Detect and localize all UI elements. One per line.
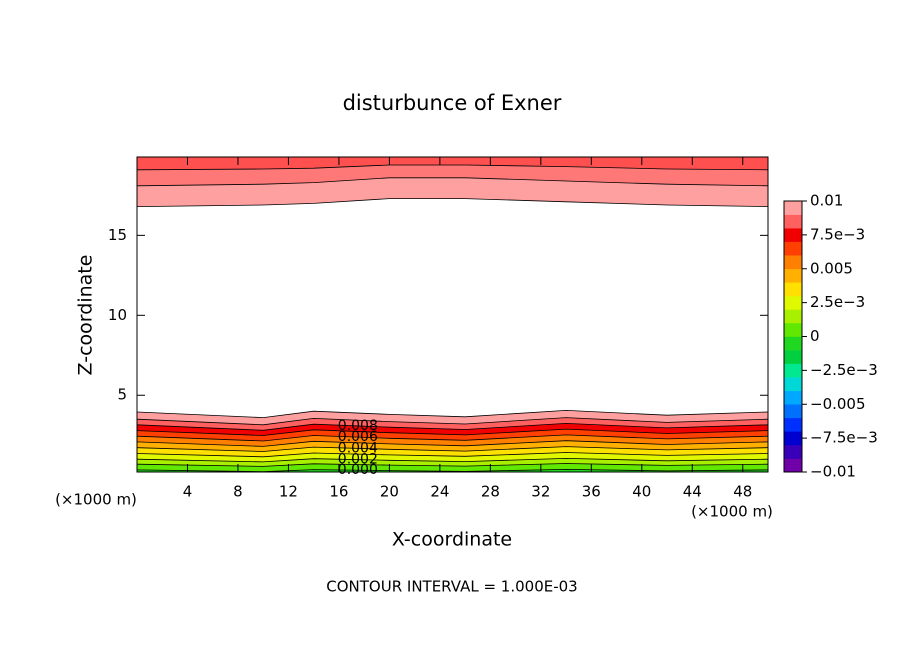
footnote: CONTOUR INTERVAL = 1.000E-03 [326, 578, 577, 596]
contour-line [136, 164, 769, 171]
contour-fill [137, 469, 768, 472]
colorbar-label: −0.005 [810, 395, 866, 413]
colorbar-band [784, 417, 802, 432]
contour-line [136, 177, 769, 187]
colorbar-label: 0.005 [810, 259, 853, 277]
colorbar-band [784, 295, 802, 310]
colorbar-label: −0.01 [810, 463, 856, 481]
colorbar-label: −2.5e−3 [810, 361, 878, 379]
y-tick-label: 10 [108, 306, 127, 324]
colorbar-label: 0 [810, 327, 820, 345]
x-tick-label: 44 [683, 483, 702, 501]
colorbar-band [784, 377, 802, 391]
y-tick-label: 5 [117, 386, 127, 404]
y-tick-label: 15 [108, 226, 127, 244]
plot-frame [136, 156, 769, 473]
colorbar-band [784, 404, 802, 419]
x-tick-label: 40 [632, 483, 651, 501]
contour-line [136, 422, 769, 431]
contour-line [136, 434, 769, 442]
x-tick-label: 16 [329, 483, 348, 501]
contour-line [136, 440, 769, 447]
colorbar-band [784, 444, 802, 459]
x-tick-label: 24 [430, 483, 449, 501]
colorbar-band [784, 255, 802, 270]
colorbar-band [784, 214, 802, 229]
contour-line [136, 417, 769, 426]
contour-label: 0.006 [338, 429, 378, 445]
colorbar-band [784, 201, 802, 215]
x-tick-label: 4 [183, 483, 193, 501]
colorbar-label: 2.5e−3 [810, 293, 865, 311]
x-tick-label: 28 [481, 483, 500, 501]
colorbar-band [784, 350, 802, 364]
x-tick-label: 32 [531, 483, 550, 501]
colorbar-label: 0.01 [810, 192, 843, 210]
colorbar-band [784, 241, 802, 256]
colorbar-band [784, 309, 802, 324]
x-axis-label: X-coordinate [392, 529, 512, 551]
colorbar-band [784, 336, 802, 351]
y-unit: (×1000 m) [55, 491, 137, 509]
colorbar-band [784, 268, 802, 283]
contour-line [136, 198, 769, 207]
contour-fill [137, 157, 768, 170]
x-tick-label: 8 [233, 483, 243, 501]
contour-line [136, 446, 769, 452]
colorbar-band [784, 322, 802, 337]
colorbar-band [784, 282, 802, 297]
contour-label: 0.004 [338, 440, 378, 456]
contour-line [136, 452, 769, 458]
x-unit: (×1000 m) [691, 503, 773, 521]
contour-label: 0.008 [338, 418, 378, 434]
colorbar-band [784, 390, 802, 405]
contour-line [136, 468, 769, 473]
x-tick-label: 12 [279, 483, 298, 501]
colorbar-label: −7.5e−3 [810, 429, 878, 447]
x-tick-label: 48 [733, 483, 752, 501]
contour-line [136, 457, 769, 463]
contour-label: 0.002 [338, 452, 378, 468]
x-tick-label: 20 [380, 483, 399, 501]
colorbar-band [784, 431, 802, 446]
y-axis-label: Z-coordinate [75, 255, 97, 376]
colorbar-band [784, 363, 802, 378]
contour-line [136, 463, 769, 467]
contour-line [136, 428, 769, 436]
chart-title: disturbunce of Exner [343, 91, 562, 115]
colorbar-band [784, 228, 802, 242]
colorbar-band [784, 458, 802, 473]
colorbar-label: 7.5e−3 [810, 225, 865, 243]
contour-line [136, 409, 769, 419]
x-tick-label: 36 [582, 483, 601, 501]
contour-label: 0.000 [338, 462, 378, 478]
